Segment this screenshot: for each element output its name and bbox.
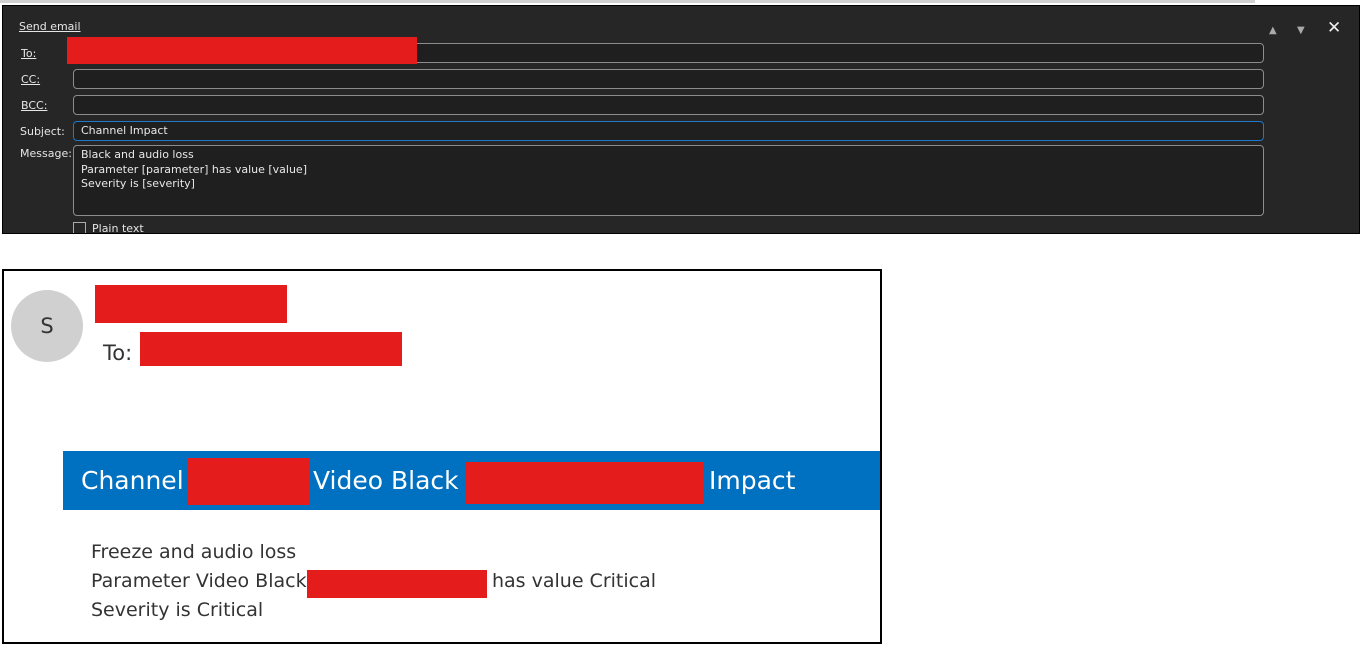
banner-text-video-black: Video Black [313,466,459,495]
redaction [307,570,487,598]
body-line-1: Freeze and audio loss [91,541,297,563]
plain-text-checkbox[interactable] [73,222,86,233]
subject-label: Subject: [20,125,65,138]
cc-label[interactable]: CC: [21,73,41,86]
triangle-up-icon[interactable]: ▲ [1269,25,1277,36]
avatar: S [11,290,83,362]
cc-field[interactable] [73,69,1264,89]
redaction [67,37,417,64]
banner-text-channel: Channel [81,466,184,495]
message-field[interactable]: Black and audio loss Parameter [paramete… [73,145,1264,216]
close-icon[interactable]: ✕ [1327,18,1342,38]
body-line-3: Severity is Critical [91,599,264,621]
received-email-preview: S To: Channel Video Black Impact Freeze … [2,269,882,644]
redaction [465,462,703,504]
bcc-field[interactable] [73,95,1264,115]
dialog-title[interactable]: Send email [19,20,81,33]
banner-text-impact: Impact [709,466,796,495]
subject-banner: Channel Video Black Impact [63,451,880,510]
recipient-redaction [140,332,402,366]
to-label[interactable]: To: [21,47,37,60]
plain-text-label[interactable]: Plain text [92,222,144,234]
to-label: To: [103,341,133,365]
sender-redaction [95,285,287,323]
top-strip [0,0,1255,3]
message-label: Message: [20,147,72,160]
body-line-2b: has value Critical [492,570,657,592]
bcc-label[interactable]: BCC: [21,99,48,112]
redaction [187,458,310,505]
subject-field[interactable]: Channel Impact [73,121,1264,141]
send-email-dialog: Send email ▲ ▼ ✕ To: CC: BCC: Subject: C… [2,5,1360,234]
body-line-2a: Parameter Video Black [91,570,307,592]
triangle-down-icon[interactable]: ▼ [1297,25,1305,36]
